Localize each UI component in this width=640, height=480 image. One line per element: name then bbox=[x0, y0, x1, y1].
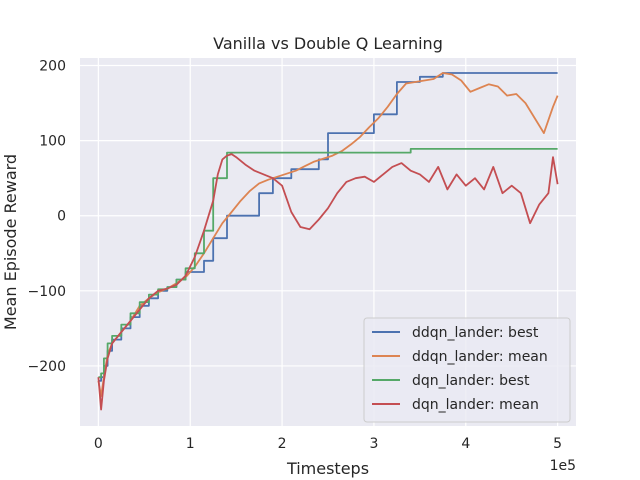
series-line-2 bbox=[97, 72, 559, 397]
x-tick-label: 1 bbox=[186, 436, 195, 452]
x-tick-label: 5 bbox=[553, 436, 562, 452]
legend: ddqn_lander: best ddqn_lander: mean dqn_la… bbox=[363, 317, 571, 423]
series-line-4 bbox=[97, 153, 559, 411]
legend-label: dqn_lander: best bbox=[412, 373, 530, 389]
y-tick-label: −100 bbox=[28, 284, 66, 300]
y-tick-labels: −200 −100 0 100 200 bbox=[28, 59, 66, 375]
y-tick-label: 0 bbox=[57, 209, 66, 225]
chart-title: Vanilla vs Double Q Learning bbox=[213, 34, 443, 53]
x-tick-label: 3 bbox=[369, 436, 378, 452]
series-line-1 bbox=[98, 72, 558, 382]
y-tick-label: 200 bbox=[39, 59, 66, 75]
legend-box bbox=[363, 317, 571, 423]
x-tick-label: 0 bbox=[94, 436, 103, 452]
series-lines bbox=[97, 72, 559, 411]
legend-items: ddqn_lander: best ddqn_lander: mean dqn_la… bbox=[372, 325, 548, 413]
x-tick-labels: 0 1 2 3 4 5 bbox=[94, 436, 562, 452]
legend-label: ddqn_lander: mean bbox=[412, 349, 548, 365]
y-tick-label: 100 bbox=[39, 134, 66, 150]
x-axis-label: Timesteps bbox=[286, 459, 369, 478]
legend-label: dqn_lander: mean bbox=[412, 397, 539, 413]
y-axis-label: Mean Episode Reward bbox=[1, 154, 20, 330]
x-tick-label: 2 bbox=[278, 436, 287, 452]
legend-label: ddqn_lander: best bbox=[412, 325, 539, 341]
y-tick-label: −200 bbox=[28, 359, 66, 375]
x-scale-label: 1e5 bbox=[550, 458, 576, 474]
x-tick-label: 4 bbox=[461, 436, 470, 452]
